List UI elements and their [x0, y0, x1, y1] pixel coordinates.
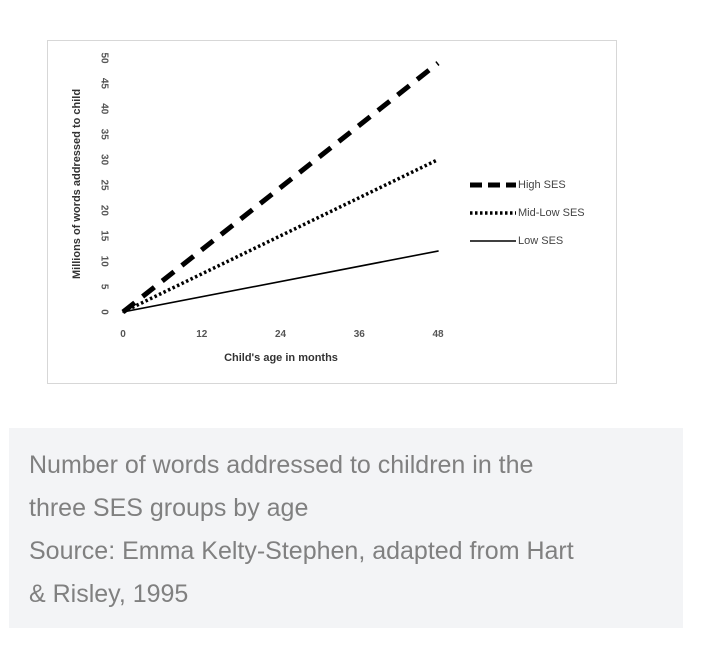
caption-line-1: Number of words addressed to children in…	[29, 451, 534, 479]
legend-label: Mid-Low SES	[518, 207, 585, 219]
series-line-high-ses	[121, 61, 440, 314]
y-tick-label: 15	[98, 230, 109, 242]
caption-line-3: Source: Emma Kelty-Stephen, adapted from…	[29, 537, 574, 565]
x-tick-label: 24	[275, 329, 287, 340]
y-tick-label: 50	[98, 52, 109, 64]
x-tick-label: 48	[432, 329, 444, 340]
y-tick-label: 40	[98, 103, 109, 115]
x-tick-label: 36	[354, 329, 366, 340]
legend-label: High SES	[518, 179, 566, 191]
y-tick-label: 35	[98, 129, 109, 141]
series-line-low-ses	[122, 250, 439, 313]
caption-line-2: three SES groups by age	[29, 494, 309, 522]
chart-figure: 0 5 10 15 20 25 30 35 40 45 50 0 12 24 36 48 High SES Mid…	[47, 40, 617, 384]
x-tick-label: 12	[196, 329, 208, 340]
figure-caption: Number of words addressed to children in…	[9, 428, 683, 628]
y-tick-label: 45	[98, 78, 109, 90]
series-line-mid-low-ses	[122, 158, 439, 314]
y-tick-label: 25	[98, 179, 109, 191]
x-axis-title: Child's age in months	[224, 352, 338, 364]
legend-label: Low SES	[518, 235, 563, 247]
caption-line-4: & Risley, 1995	[29, 580, 189, 608]
y-tick-label: 30	[98, 154, 109, 166]
y-tick-label: 10	[98, 256, 109, 268]
y-tick-label: 5	[98, 284, 109, 290]
x-tick-label: 0	[120, 329, 126, 340]
y-axis-title: Millions of words addressed to child	[71, 89, 83, 279]
line-chart: 0 5 10 15 20 25 30 35 40 45 50 0 12 24 36 48 High SES Mid…	[71, 52, 585, 364]
y-tick-label: 20	[98, 205, 109, 217]
y-tick-label: 0	[98, 309, 109, 315]
